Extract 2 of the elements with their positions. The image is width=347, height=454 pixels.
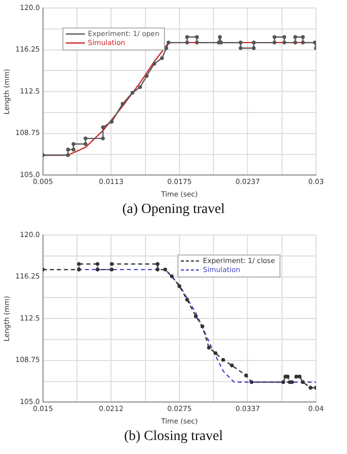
text: (a) Opening travel [121,202,226,218]
text: (b) Closing travel [123,429,224,445]
